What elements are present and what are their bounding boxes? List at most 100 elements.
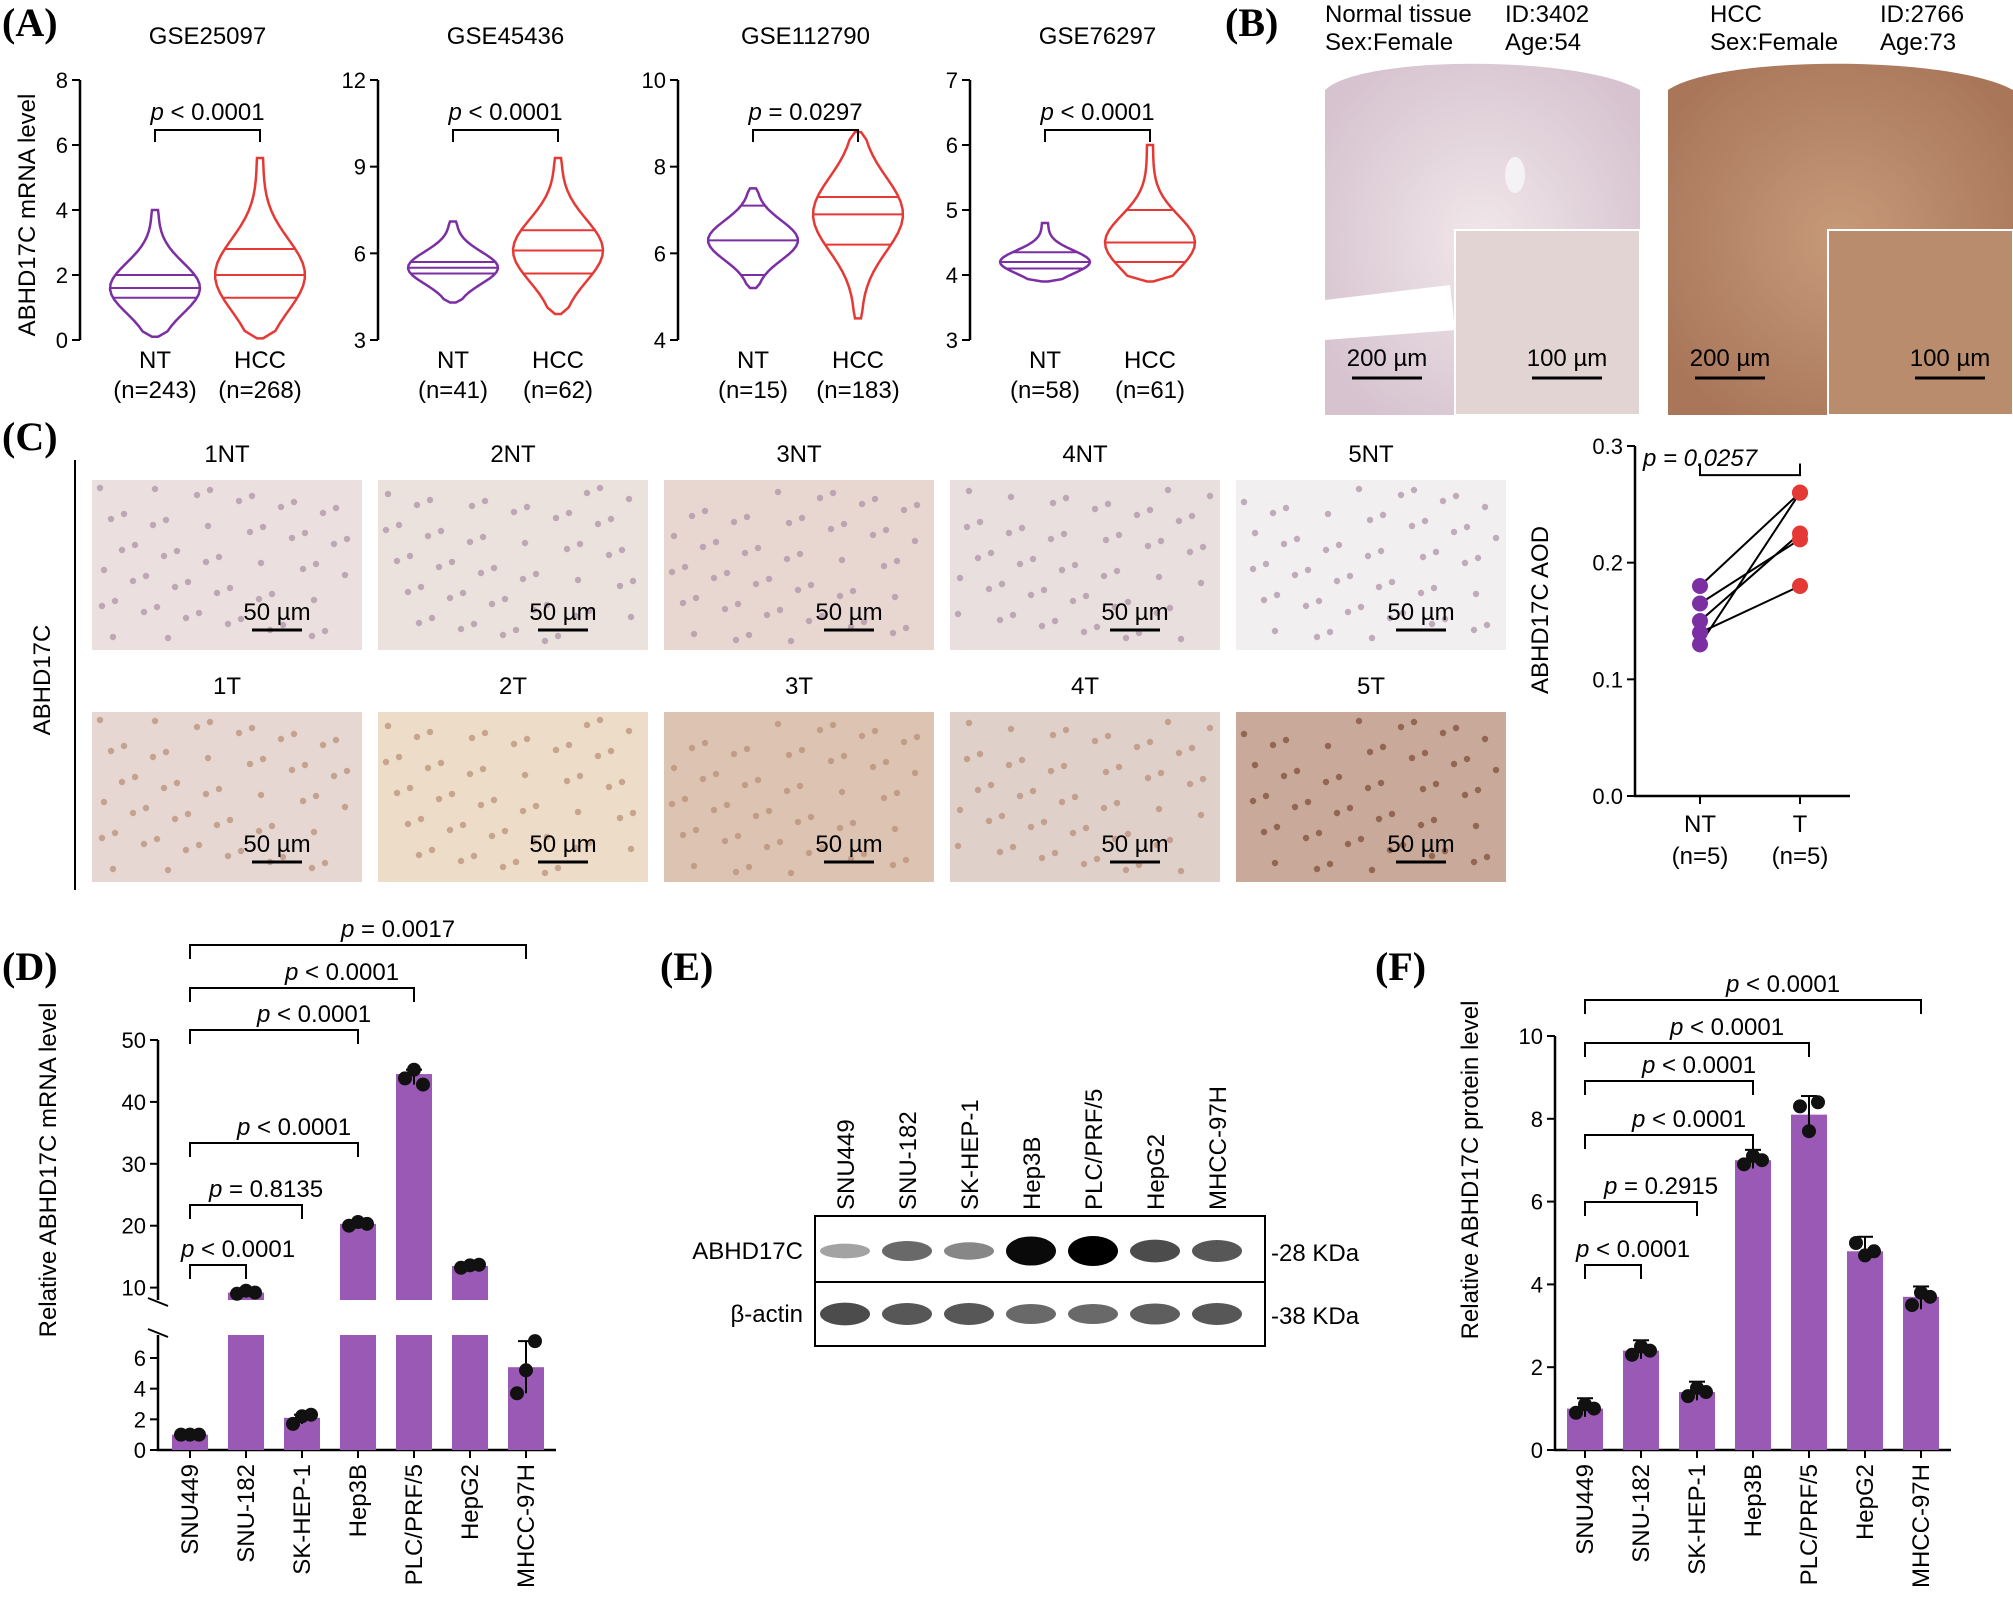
cell-nucleus [1093,855,1101,863]
cell-nucleus [1251,761,1259,769]
y-tick-label: 4 [56,198,68,223]
cell-nucleus [393,789,401,797]
ihc-image [1236,480,1506,650]
cell-nucleus [224,620,232,628]
bar-lower [452,1335,488,1450]
pair-line [1699,532,1801,622]
cell-nucleus [1419,553,1427,561]
y-tick-label: 20 [122,1214,146,1239]
cell-nucleus [213,589,221,597]
data-point [304,1407,318,1422]
cell-nucleus [237,847,245,855]
cell-nucleus [1419,785,1427,793]
cell-nucleus [1346,572,1354,580]
cell-nucleus [585,607,593,615]
protein-band [944,1242,994,1260]
cell-nucleus [1282,504,1290,512]
x-label: HCC [234,347,286,374]
data-point [248,1285,262,1300]
cell-nucleus [1040,586,1048,594]
y-tick-label: 2 [134,1407,146,1432]
cell-nucleus [1027,591,1035,599]
cell-nucleus [858,732,866,740]
p-value: p < 0.0001 [1631,1106,1746,1133]
n-label: (n=183) [816,377,899,404]
cell-nucleus [1293,767,1301,775]
cell-nucleus [1260,828,1268,836]
cell-nucleus [1240,730,1248,738]
cell-nucleus [1018,524,1026,532]
cell-nucleus [616,814,624,822]
cell-nucleus [204,754,212,762]
cell-nucleus [829,721,837,729]
cell-nucleus [829,489,837,497]
cell-nucleus [459,589,467,597]
y-tick-label: 6 [134,1346,146,1371]
cell-nucleus [1344,840,1352,848]
y-tick-label: 40 [122,1090,146,1115]
cell-nucleus [798,514,806,522]
x-label: MHCC-97H [1908,1464,1935,1588]
cell-nucleus [783,787,791,795]
cell-nucleus [576,772,584,780]
data-point [1849,1236,1863,1250]
cell-nucleus [343,535,351,543]
cell-nucleus [437,759,445,767]
cell-nucleus [173,547,181,555]
lane-label: Hep3B [1019,1137,1046,1210]
p-value: p = 0.0017 [340,916,455,943]
cell-nucleus [1397,491,1405,499]
cell-nucleus [679,831,687,839]
cell-nucleus [1071,793,1079,801]
n-label: (n=58) [1010,377,1080,404]
cell-nucleus [109,865,117,873]
cell-nucleus [860,850,868,858]
cell-nucleus [616,582,624,590]
ihc-label: 1T [213,673,241,700]
tma-hcc-age: Age:73 [1880,29,1956,56]
cell-nucleus [202,790,210,798]
violin-nt [706,187,800,290]
cell-nucleus [226,816,234,824]
cell-nucleus [288,534,296,542]
cell-nucleus [1461,559,1469,567]
cell-nucleus [1071,561,1079,569]
cell-nucleus [1410,486,1418,494]
cell-nucleus [459,821,467,829]
cell-nucleus [519,807,527,815]
pair-line [1699,585,1801,634]
cell-nucleus [690,862,698,870]
cell-nucleus [1463,523,1471,531]
y-tick-label: 7 [946,68,958,93]
data-point [1905,1298,1919,1313]
cell-nucleus [902,856,910,864]
cell-nucleus [1157,769,1165,777]
cell-nucleus [1492,534,1500,542]
cell-nucleus [435,563,443,571]
tma-normal-title: Normal tissue [1325,1,1472,28]
cell-nucleus [160,784,168,792]
cell-nucleus [987,781,995,789]
cell-nucleus [424,532,432,540]
cell-nucleus [1322,778,1330,786]
y-tick-label: 10 [642,68,666,93]
cell-nucleus [182,846,190,854]
cell-nucleus [974,786,982,794]
ihc-label: 3NT [776,441,822,468]
cell-nucleus [805,849,813,857]
cell-nucleus [182,614,190,622]
cell-nucleus [552,746,560,754]
cell-nucleus [605,551,613,559]
significance-bracket [189,987,415,1002]
cell-nucleus [1049,731,1057,739]
cell-nucleus [415,619,423,627]
cell-nucleus [512,626,520,634]
cell-nucleus [871,727,879,735]
bar-lower [228,1335,264,1450]
cell-nucleus [521,771,529,779]
cell-nucleus [818,844,826,852]
cell-nucleus [1100,572,1108,580]
y-tick-label: 4 [1531,1272,1543,1297]
cell-nucleus [1397,723,1405,731]
cell-nucleus [734,832,742,840]
